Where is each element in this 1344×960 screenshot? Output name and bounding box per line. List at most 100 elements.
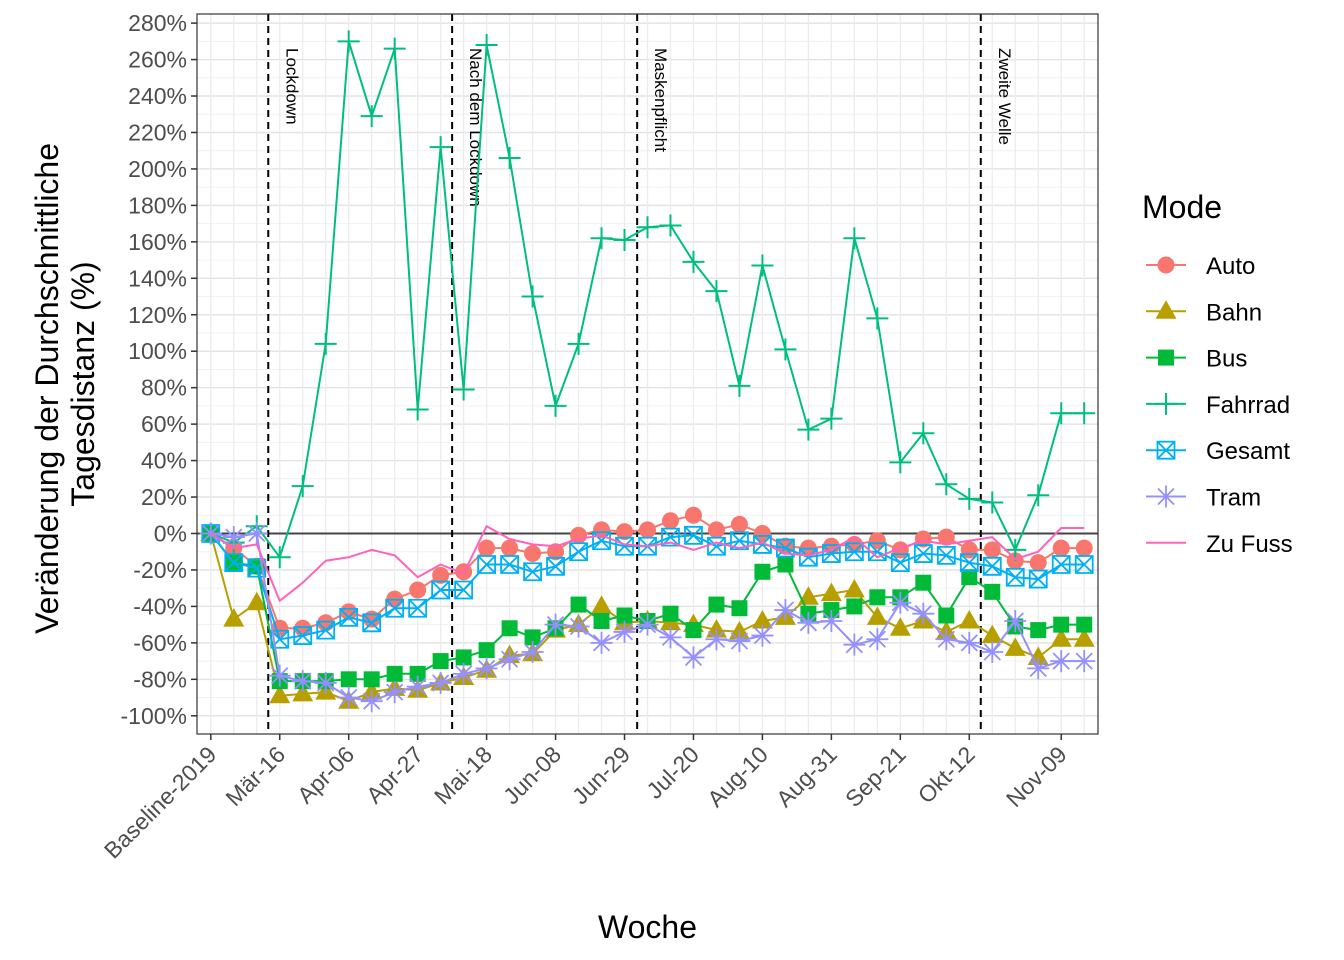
data-point bbox=[546, 556, 565, 576]
x-tick-label: Baseline-2019 bbox=[99, 741, 221, 863]
data-point bbox=[291, 475, 314, 498]
data-point bbox=[501, 620, 518, 637]
data-point bbox=[408, 598, 428, 618]
data-point bbox=[984, 583, 1001, 600]
data-point bbox=[867, 542, 887, 562]
data-point bbox=[593, 521, 611, 539]
data-point bbox=[820, 582, 842, 602]
data-point bbox=[340, 671, 357, 688]
data-point bbox=[569, 542, 588, 562]
data-point bbox=[1004, 609, 1027, 632]
data-point bbox=[360, 690, 383, 713]
series-tram bbox=[199, 522, 1096, 713]
x-tick-label: Sep-21 bbox=[840, 741, 911, 812]
legend-label: Fahrrad bbox=[1206, 392, 1290, 419]
data-point bbox=[1030, 622, 1047, 639]
data-point bbox=[912, 602, 935, 625]
data-point bbox=[268, 546, 291, 569]
y-tick-label: -60% bbox=[133, 630, 187, 656]
data-point bbox=[961, 569, 978, 586]
data-point bbox=[707, 521, 725, 539]
data-point bbox=[432, 566, 450, 584]
data-point bbox=[224, 553, 244, 573]
data-point bbox=[912, 422, 935, 445]
legend-item-zu-fuss: Zu Fuss bbox=[1146, 531, 1293, 558]
legend-key-marker bbox=[1158, 349, 1174, 366]
y-tick-label: 200% bbox=[128, 156, 187, 182]
data-point bbox=[268, 664, 291, 687]
data-point bbox=[754, 563, 771, 580]
data-point bbox=[659, 214, 682, 237]
data-point bbox=[1027, 646, 1049, 665]
y-tick-label: -80% bbox=[133, 666, 187, 692]
data-point bbox=[429, 136, 452, 159]
data-point bbox=[981, 624, 1003, 644]
data-point bbox=[820, 407, 843, 430]
data-point bbox=[661, 512, 679, 530]
series-zu-fuss bbox=[210, 525, 1085, 602]
series-line bbox=[210, 525, 1085, 602]
series-gesamt bbox=[201, 524, 1094, 649]
data-point bbox=[544, 613, 567, 636]
y-tick-label: 140% bbox=[128, 265, 187, 291]
data-point bbox=[291, 670, 314, 693]
data-point bbox=[708, 596, 725, 613]
x-tick-label: Mai-18 bbox=[429, 741, 497, 809]
x-tick-label: Nov-09 bbox=[1001, 741, 1072, 812]
data-point bbox=[797, 611, 820, 634]
data-point bbox=[590, 227, 613, 250]
data-point bbox=[360, 105, 383, 128]
data-point bbox=[500, 555, 519, 574]
legend-label: Gesamt bbox=[1206, 438, 1290, 465]
data-point bbox=[1027, 484, 1050, 507]
y-tick-label: 260% bbox=[128, 47, 187, 73]
data-point bbox=[889, 617, 911, 636]
x-tick-label: Jun-29 bbox=[567, 741, 635, 809]
data-point bbox=[246, 591, 268, 611]
data-point bbox=[452, 378, 475, 401]
x-tick-label: Apr-27 bbox=[361, 741, 428, 808]
data-point bbox=[1050, 628, 1072, 647]
data-point bbox=[798, 547, 818, 567]
data-point bbox=[682, 250, 705, 273]
data-point bbox=[409, 581, 427, 599]
x-tick-label: Jun-08 bbox=[498, 741, 566, 809]
data-point bbox=[958, 487, 981, 510]
data-point bbox=[592, 531, 611, 551]
data-point bbox=[613, 229, 636, 252]
event-label: Lockdown bbox=[282, 48, 301, 125]
data-point bbox=[753, 524, 771, 542]
data-point bbox=[890, 553, 910, 573]
data-point bbox=[385, 598, 405, 618]
data-point bbox=[524, 545, 542, 563]
data-point bbox=[432, 653, 449, 670]
data-point bbox=[223, 608, 245, 627]
data-point bbox=[245, 522, 268, 545]
data-point bbox=[1052, 539, 1070, 557]
data-point bbox=[682, 646, 705, 669]
data-point bbox=[777, 556, 794, 573]
x-tick-label: Aug-10 bbox=[702, 741, 773, 812]
x-tick-label: Jul-20 bbox=[641, 741, 704, 804]
data-point bbox=[498, 648, 521, 671]
data-point bbox=[478, 539, 496, 557]
data-point bbox=[685, 622, 702, 639]
data-point bbox=[501, 539, 519, 557]
data-point bbox=[475, 33, 498, 56]
data-point bbox=[293, 626, 313, 645]
data-point bbox=[959, 553, 979, 573]
legend-item-auto: Auto bbox=[1146, 253, 1255, 280]
data-point bbox=[843, 633, 866, 656]
y-tick-label: -100% bbox=[121, 703, 187, 729]
y-tick-label: 120% bbox=[128, 302, 187, 328]
data-point bbox=[339, 607, 359, 627]
y-axis-title-line-2: Tagesdistanz (%) bbox=[65, 261, 101, 506]
data-point bbox=[889, 451, 912, 474]
data-point bbox=[958, 631, 981, 654]
data-point bbox=[1051, 555, 1071, 574]
data-point bbox=[728, 630, 751, 653]
y-tick-label: 280% bbox=[128, 10, 187, 36]
x-tick-label: Aug-31 bbox=[771, 741, 842, 812]
y-tick-label: 60% bbox=[141, 411, 187, 437]
